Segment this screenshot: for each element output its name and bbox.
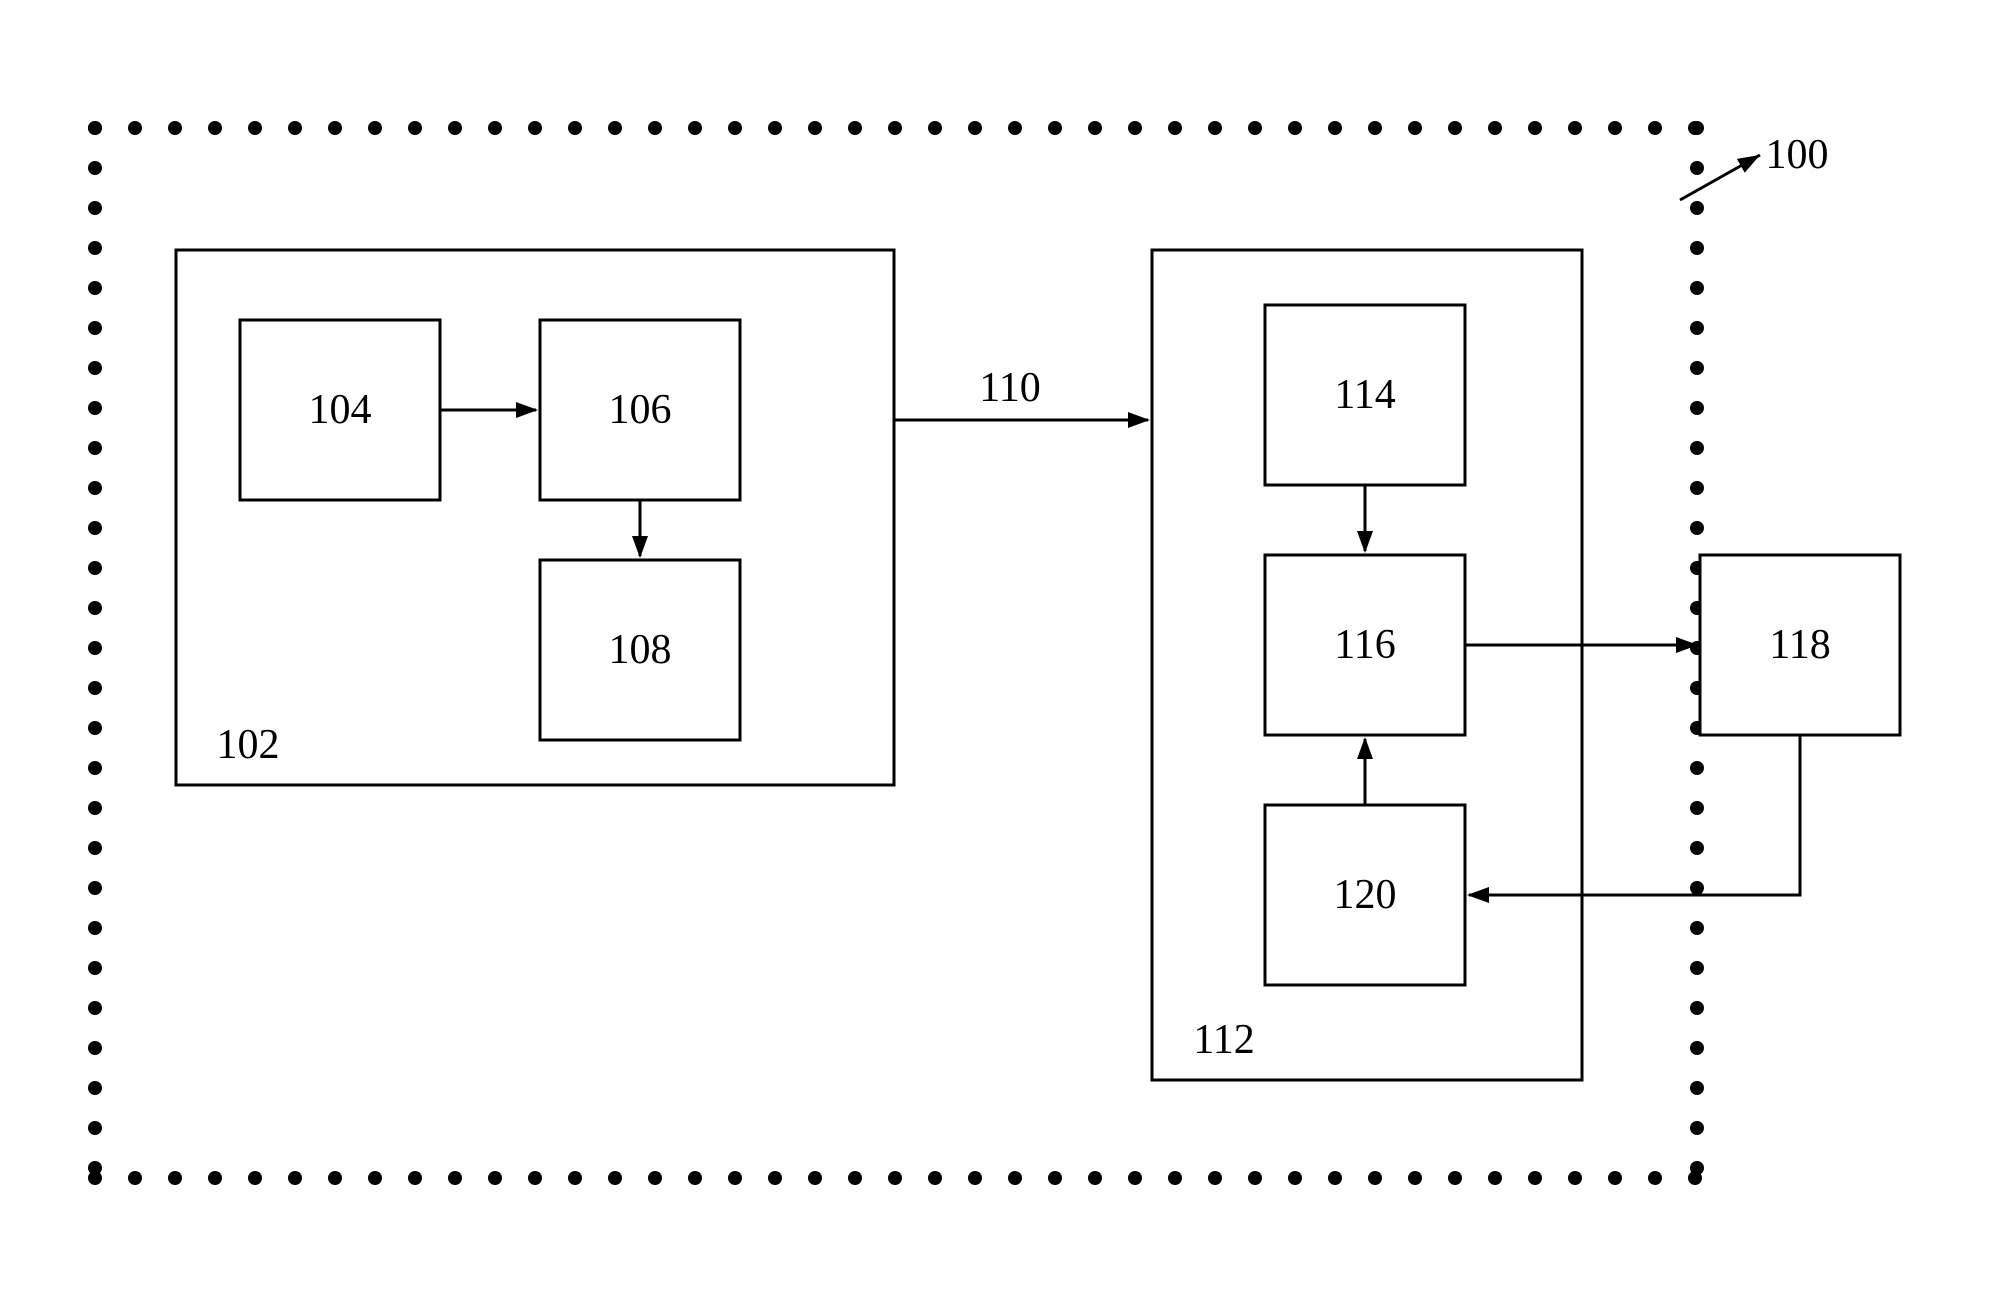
box-104-label: 104 (309, 387, 372, 433)
box-118: 118 (1700, 555, 1900, 735)
box-120-label: 120 (1334, 872, 1397, 918)
box-118-label: 118 (1769, 622, 1830, 668)
box-106-label: 106 (609, 387, 672, 433)
box-104: 104 (240, 320, 440, 500)
system-label-text: 100 (1766, 132, 1829, 178)
e-110-label: 110 (979, 365, 1040, 411)
box-108: 108 (540, 560, 740, 740)
e-110: 110 (894, 365, 1150, 428)
box-116: 116 (1265, 555, 1465, 735)
container-102-label: 102 (217, 722, 280, 768)
container-112-label: 112 (1193, 1017, 1254, 1063)
box-120: 120 (1265, 805, 1465, 985)
box-114-label: 114 (1334, 372, 1395, 418)
box-108-label: 108 (609, 627, 672, 673)
box-106: 106 (540, 320, 740, 500)
box-114: 114 (1265, 305, 1465, 485)
box-116-label: 116 (1334, 622, 1395, 668)
